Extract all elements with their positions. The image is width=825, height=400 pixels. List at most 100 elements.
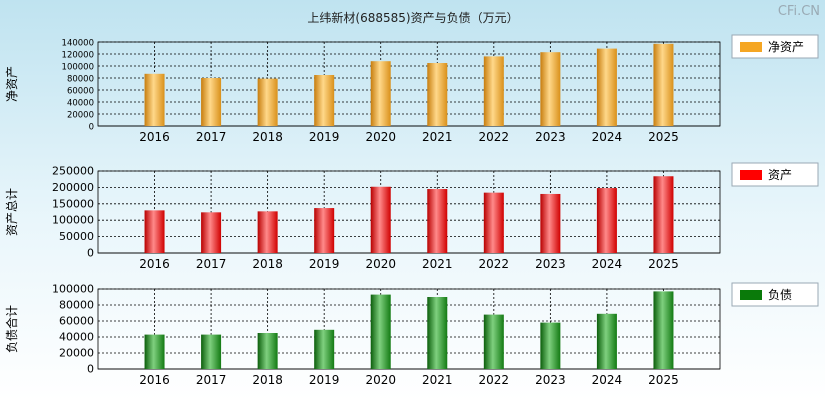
legend: 资产 — [731, 162, 819, 187]
x-tick-label: 2017 — [196, 373, 227, 387]
x-tick-label: 2024 — [592, 257, 623, 271]
legend-label: 负债 — [768, 288, 792, 302]
chart-panel-1: 0 20000 40000 60000 80000 100000 120000 140000 2… — [5, 34, 819, 144]
bar-2020 — [370, 294, 391, 369]
legend-swatch — [740, 170, 762, 180]
y-tick-label: 50000 — [59, 230, 94, 243]
bar-2021 — [427, 63, 448, 126]
chart-panel-2: 0 50000 100000 150000 200000 250000 2016 2017 20… — [5, 162, 819, 271]
x-tick-label: 2016 — [139, 257, 170, 271]
y-tick-label: 100000 — [52, 283, 94, 296]
x-tick-label: 2018 — [252, 373, 283, 387]
y-tick-label: 0 — [89, 123, 94, 133]
legend-label: 资产 — [768, 168, 792, 182]
legend: 负债 — [731, 282, 819, 307]
legend-box — [731, 282, 819, 307]
y-tick-label: 200000 — [52, 181, 94, 194]
bar-2025 — [653, 176, 674, 253]
y-tick-label: 40000 — [59, 331, 94, 344]
y-tick-label: 250000 — [52, 165, 94, 178]
bar-2021 — [427, 189, 448, 253]
y-axis-label: 净资产 — [5, 66, 19, 102]
x-tick-label: 2021 — [422, 373, 453, 387]
y-tick-label: 80000 — [59, 299, 94, 312]
x-tick-label: 2020 — [365, 373, 396, 387]
x-tick-label: 2018 — [252, 257, 283, 271]
y-tick-label: 80000 — [67, 75, 94, 85]
bar-2024 — [596, 313, 617, 369]
bar-2016 — [144, 73, 165, 126]
x-tick-label: 2019 — [309, 257, 340, 271]
bar-2024 — [596, 48, 617, 126]
bar-2019 — [314, 329, 335, 369]
bar-2023 — [540, 52, 561, 127]
x-tick-label: 2022 — [479, 373, 510, 387]
x-tick-label: 2023 — [535, 130, 566, 144]
bar-2025 — [653, 43, 674, 126]
y-tick-label: 100000 — [52, 214, 94, 227]
legend-swatch — [740, 290, 762, 300]
bar-2019 — [314, 208, 335, 253]
bar-2022 — [483, 56, 504, 126]
y-tick-label: 140000 — [62, 39, 94, 49]
bar-2022 — [483, 314, 504, 369]
bar-2023 — [540, 322, 561, 369]
x-tick-label: 2025 — [648, 257, 679, 271]
legend-box — [731, 34, 819, 59]
y-tick-label: 20000 — [59, 347, 94, 360]
x-tick-label: 2019 — [309, 373, 340, 387]
plot-frame — [97, 288, 721, 370]
x-tick-label: 2016 — [139, 373, 170, 387]
bar-2017 — [201, 78, 222, 126]
legend-swatch — [740, 42, 762, 52]
bar-2019 — [314, 75, 335, 126]
y-tick-label: 20000 — [67, 111, 94, 121]
y-tick-label: 120000 — [62, 51, 94, 61]
bar-2024 — [596, 188, 617, 253]
legend-label: 净资产 — [768, 40, 804, 54]
bar-2018 — [257, 211, 278, 253]
bar-2020 — [370, 186, 391, 253]
y-tick-label: 40000 — [67, 99, 94, 109]
y-tick-label: 60000 — [67, 87, 94, 97]
bar-2016 — [144, 210, 165, 253]
x-tick-label: 2024 — [592, 130, 623, 144]
plot-frame — [97, 41, 721, 127]
x-tick-label: 2025 — [648, 130, 679, 144]
bar-2021 — [427, 297, 448, 369]
y-tick-label: 0 — [87, 247, 94, 260]
bar-2018 — [257, 78, 278, 126]
x-tick-label: 2016 — [139, 130, 170, 144]
bar-2022 — [483, 192, 504, 253]
x-tick-label: 2024 — [592, 373, 623, 387]
y-tick-label: 0 — [87, 363, 94, 376]
x-tick-label: 2021 — [422, 257, 453, 271]
x-tick-label: 2023 — [535, 257, 566, 271]
x-tick-label: 2022 — [479, 257, 510, 271]
chart-panel-3: 0 20000 40000 60000 80000 100000 2016 2017 2018 2… — [4, 282, 819, 387]
plot-frame — [97, 170, 721, 254]
y-axis-label: 负债合计 — [4, 305, 19, 353]
bar-2023 — [540, 193, 561, 253]
chart-title: 上纬新材(688585)资产与负债（万元） — [307, 10, 518, 25]
x-tick-label: 2019 — [309, 130, 340, 144]
y-tick-label: 150000 — [52, 197, 94, 210]
legend-box — [731, 162, 819, 187]
bar-2017 — [201, 212, 222, 253]
x-tick-label: 2022 — [479, 130, 510, 144]
x-tick-label: 2023 — [535, 373, 566, 387]
x-tick-label: 2017 — [196, 257, 227, 271]
y-tick-label: 60000 — [59, 315, 94, 328]
bar-2025 — [653, 291, 674, 369]
x-tick-label: 2025 — [648, 373, 679, 387]
bar-2020 — [370, 61, 391, 127]
x-tick-label: 2020 — [365, 257, 396, 271]
x-tick-label: 2021 — [422, 130, 453, 144]
bar-2017 — [201, 334, 222, 369]
y-axis-label: 资产总计 — [5, 188, 19, 236]
x-tick-label: 2017 — [196, 130, 227, 144]
watermark: CFi.CN — [778, 4, 820, 19]
y-tick-label: 100000 — [62, 63, 94, 73]
legend: 净资产 — [731, 34, 819, 59]
